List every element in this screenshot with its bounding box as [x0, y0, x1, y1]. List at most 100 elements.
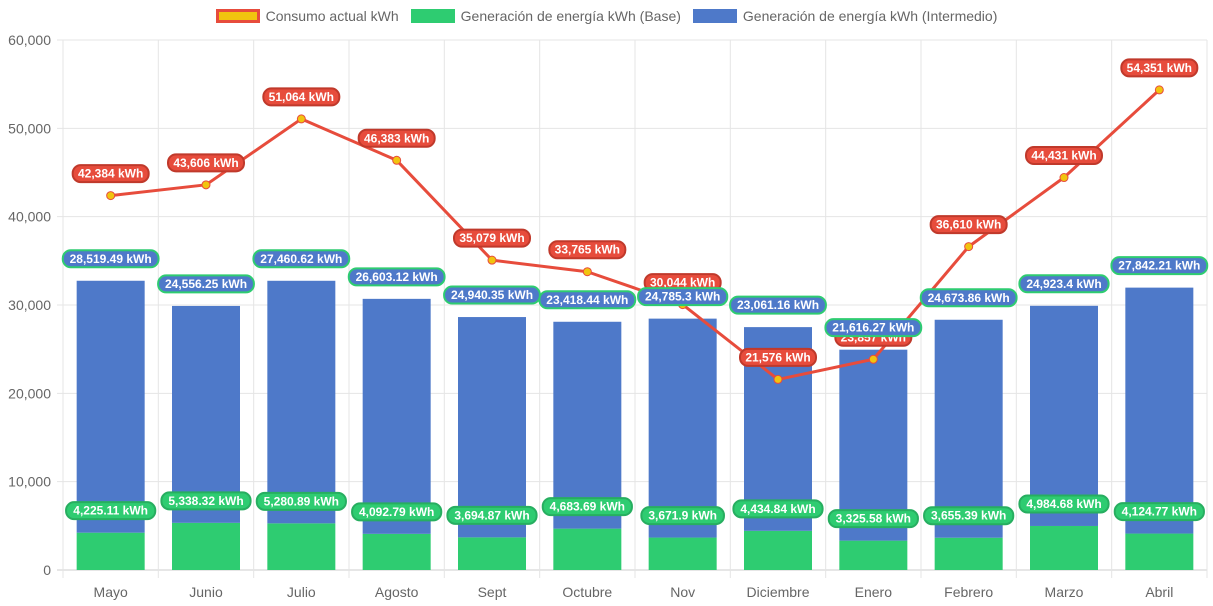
- data-label-intermedio: 24,785.3 kWh: [637, 287, 729, 307]
- data-label-consumo-text: 33,765 kWh: [555, 243, 620, 257]
- data-label-base-bg: [446, 505, 538, 525]
- data-label-intermedio-bg: [61, 249, 160, 269]
- consumo-point: [392, 155, 402, 165]
- x-tick-label: Junio: [189, 584, 223, 600]
- data-label-consumo-bg: [71, 164, 150, 184]
- bars: [76, 280, 1194, 570]
- data-label-intermedio-text: 27,842.21 kWh: [1118, 259, 1200, 273]
- data-label-consumo-text: 54,351 kWh: [1127, 61, 1192, 75]
- data-label-base-text: 3,655.39 kWh: [931, 509, 1006, 523]
- data-label-intermedio-text: 24,923.4 kWh: [1026, 277, 1101, 291]
- data-label-intermedio: 23,418.44 kWh: [538, 290, 637, 310]
- data-label-intermedio-bg: [538, 290, 637, 310]
- data-label-base: 4,683.69 kWh: [541, 497, 633, 517]
- bar-base: [362, 533, 431, 570]
- data-label-consumo: 21,576 kWh: [739, 347, 817, 367]
- data-label-consumo-text: 21,576 kWh: [745, 350, 810, 364]
- data-label-consumo-text: 46,383 kWh: [364, 131, 429, 145]
- data-label-base: 3,671.9 kWh: [640, 506, 725, 526]
- legend-swatch-consumo: [215, 9, 260, 23]
- bar-intermedio: [1125, 287, 1194, 534]
- legend-item-intermedio[interactable]: Generación de energía kWh (Intermedio): [692, 8, 997, 24]
- x-tick-label: Sept: [478, 584, 507, 600]
- x-tick-label: Julio: [287, 584, 316, 600]
- data-label-base-bg: [1113, 502, 1205, 522]
- data-label-base-bg: [351, 502, 443, 522]
- consumo-point: [201, 180, 211, 190]
- legend: Consumo actual kWh Generación de energía…: [0, 8, 1213, 24]
- data-label-intermedio-bg: [252, 249, 351, 269]
- data-label-intermedio-bg: [1018, 274, 1110, 294]
- data-label-base-bg: [160, 491, 252, 511]
- data-label-intermedio: 26,603.12 kWh: [347, 267, 446, 287]
- bar-intermedio: [1030, 305, 1098, 526]
- data-label-base-bg: [923, 506, 1015, 526]
- consumo-line: [110, 88, 1161, 381]
- legend-item-consumo[interactable]: Consumo actual kWh: [215, 8, 399, 24]
- legend-label-consumo: Consumo actual kWh: [265, 8, 399, 24]
- x-tick-label: Febrero: [944, 584, 993, 600]
- data-label-consumo-text: 44,431 kWh: [1031, 149, 1096, 163]
- data-label-consumo: 43,606 kWh: [167, 153, 245, 173]
- legend-label-base: Generación de energía kWh (Base): [460, 8, 681, 24]
- data-label-base: 3,325.58 kWh: [827, 509, 919, 529]
- data-label-base: 5,338.32 kWh: [160, 491, 252, 511]
- consumo-point: [582, 267, 592, 277]
- bar-intermedio: [362, 298, 431, 534]
- consumo-point: [1059, 173, 1069, 183]
- data-label-consumo: 36,610 kWh: [929, 215, 1008, 235]
- data-label-intermedio-text: 24,556.25 kWh: [165, 277, 247, 291]
- data-label-consumo: 42,384 kWh: [71, 164, 150, 184]
- data-label-base-text: 4,092.79 kWh: [359, 505, 434, 519]
- data-label-consumo-text: 36,610 kWh: [936, 218, 1001, 232]
- data-label-base-bg: [65, 501, 157, 521]
- data-label-intermedio-bg: [824, 318, 923, 338]
- consumo-point: [296, 114, 306, 124]
- bar-base: [76, 532, 145, 570]
- x-tick-label: Diciembre: [746, 584, 809, 600]
- x-tick-label: Nov: [670, 584, 695, 600]
- data-label-intermedio-bg: [919, 288, 1018, 308]
- legend-swatch-intermedio: [692, 9, 737, 23]
- data-label-consumo-bg: [262, 87, 341, 107]
- consumo-point: [1154, 85, 1164, 95]
- data-label-base: 4,984.68 kWh: [1018, 494, 1110, 514]
- gridlines: 0 10,000 20,000 30,000 40,000 50,000 60,000 May…: [8, 32, 1208, 600]
- data-label-intermedio: 27,460.62 kWh: [252, 249, 351, 269]
- data-label-consumo: 33,765 kWh: [548, 240, 627, 260]
- x-tick-label: Marzo: [1045, 584, 1084, 600]
- data-label-base: 4,124.77 kWh: [1113, 502, 1205, 522]
- bar-intermedio: [76, 280, 145, 533]
- bar-base: [744, 530, 812, 570]
- bar-base: [839, 540, 908, 570]
- data-label-consumo-text: 35,079 kWh: [459, 231, 524, 245]
- y-tick-label: 40,000: [8, 209, 51, 225]
- data-label-consumo-bg: [739, 347, 817, 367]
- data-label-intermedio: 21,616.27 kWh: [824, 318, 923, 338]
- data-label-consumo-text: 42,384 kWh: [78, 167, 143, 181]
- bar-intermedio: [839, 349, 908, 541]
- x-tick-label: Abril: [1145, 584, 1173, 600]
- data-labels: 4,225.11 kWh 5,338.32 kWh 5,280.89 kWh 4,09…: [61, 58, 1209, 529]
- bar-intermedio: [267, 280, 336, 524]
- bar-base: [1030, 525, 1098, 570]
- data-label-intermedio: 27,842.21 kWh: [1110, 256, 1209, 276]
- data-label-intermedio: 24,940.35 kWh: [443, 285, 541, 305]
- data-label-base: 4,434.84 kWh: [732, 499, 824, 519]
- data-label-intermedio-text: 24,940.35 kWh: [451, 288, 533, 302]
- data-label-base-text: 4,434.84 kWh: [740, 502, 815, 516]
- bar-intermedio: [934, 319, 1003, 538]
- data-label-intermedio-text: 24,785.3 kWh: [645, 290, 720, 304]
- data-label-base-text: 4,225.11 kWh: [73, 504, 148, 518]
- data-label-intermedio: 28,519.49 kWh: [61, 249, 160, 269]
- data-label-base-text: 3,325.58 kWh: [836, 512, 911, 526]
- legend-item-base[interactable]: Generación de energía kWh (Base): [410, 8, 681, 24]
- data-label-consumo-bg: [929, 215, 1008, 235]
- data-label-intermedio: 24,923.4 kWh: [1018, 274, 1110, 294]
- data-label-base-text: 4,984.68 kWh: [1026, 497, 1101, 511]
- data-label-intermedio-text: 28,519.49 kWh: [70, 252, 152, 266]
- legend-swatch-base: [410, 9, 455, 23]
- x-tick-label: Mayo: [94, 584, 128, 600]
- data-label-base-text: 4,124.77 kWh: [1122, 505, 1197, 519]
